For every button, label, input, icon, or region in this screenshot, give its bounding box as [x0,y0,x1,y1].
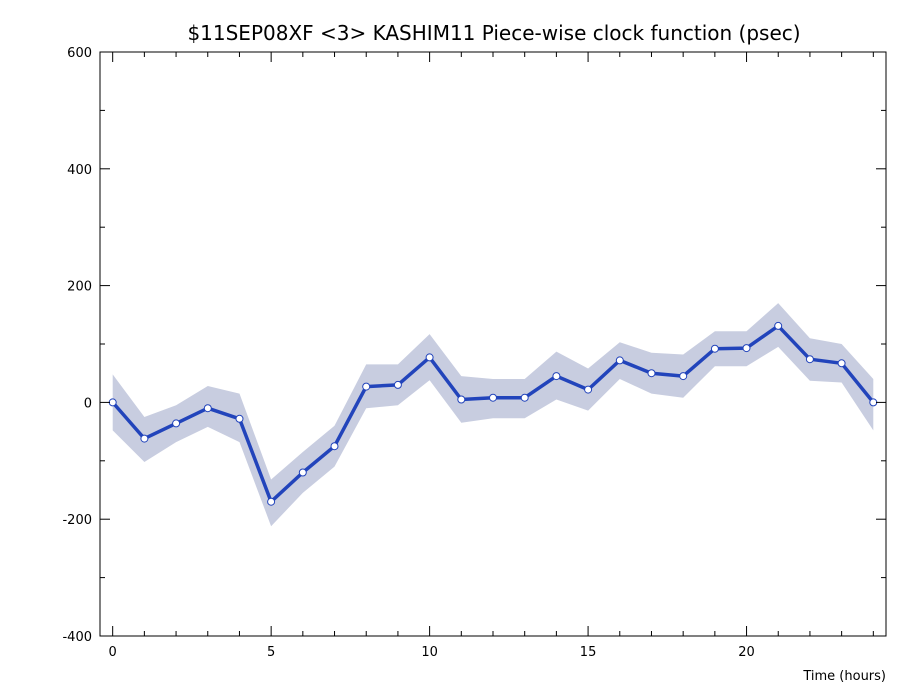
y-tick-label: 400 [67,163,92,178]
data-point-12 [489,393,497,402]
axes-layer [99,51,887,637]
chart-title: $11SEP08XF <3> KASHIM11 Piece-wise clock… [187,21,800,45]
y-tick-label: -400 [62,630,92,645]
data-point-22 [805,355,814,364]
data-point-13 [520,393,529,402]
y-tick-label: 200 [67,280,92,295]
data-point-23 [837,359,846,368]
data-point-10 [425,353,434,362]
y-tick-label: 600 [67,46,92,61]
data-point-1 [140,434,149,443]
data-point-20 [742,344,751,353]
x-tick-label: 15 [580,645,597,660]
data-point-21 [774,321,783,330]
tick-label-layer: -400 -200 0 200 400 600 0 5 10 15 20 [62,46,754,660]
data-point-5 [267,497,276,506]
data-point-24 [869,398,878,407]
data-point-9 [393,380,402,389]
data-point-14 [552,372,561,381]
data-point-3 [203,404,212,413]
data-point-11 [457,395,466,404]
data-point-16 [615,356,624,365]
data-point-19 [710,344,719,353]
y-tick-label: -200 [62,513,92,528]
x-axis-label: Time (hours) [802,669,886,684]
data-point-17 [647,369,656,378]
data-point-6 [298,468,307,477]
data-point-18 [679,372,688,381]
data-point-2 [172,419,181,428]
x-tick-label: 10 [421,645,438,660]
x-tick-label: 5 [267,645,275,660]
y-tick-label: 0 [84,396,92,411]
x-tick-label: 0 [109,645,117,660]
x-tick-label: 20 [738,645,755,660]
marker-layer [108,321,878,506]
data-point-0 [108,398,117,407]
data-point-7 [330,442,339,451]
data-point-4 [235,414,244,423]
data-point-15 [584,385,593,394]
data-point-8 [362,382,371,391]
